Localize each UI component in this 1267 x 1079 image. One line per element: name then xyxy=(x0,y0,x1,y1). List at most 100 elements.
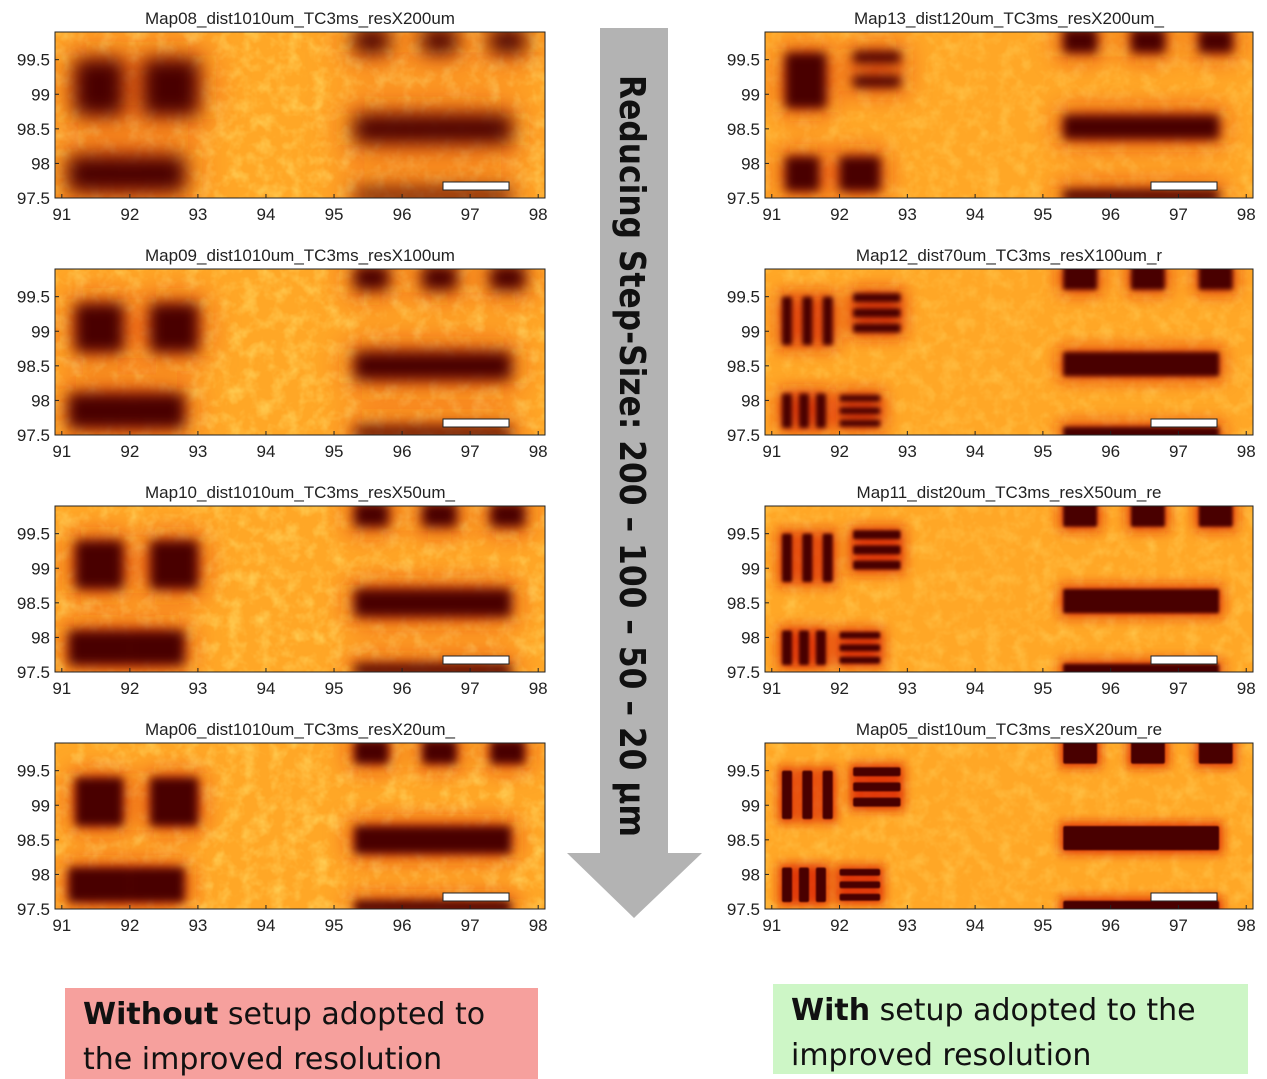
feature xyxy=(75,304,123,352)
y-tick-label: 98 xyxy=(31,391,50,410)
plot-area xyxy=(765,25,1253,206)
feature xyxy=(354,190,511,202)
plot-area xyxy=(765,736,1253,917)
heatmap-panel: Map09_dist1010um_TC3ms_resX100um91929394… xyxy=(17,246,548,461)
y-tick-label: 99 xyxy=(741,796,760,815)
feature xyxy=(1063,826,1219,850)
x-tick-label: 98 xyxy=(529,916,548,935)
y-tick-label: 97.5 xyxy=(17,900,50,919)
feature xyxy=(354,901,511,913)
y-tick-label: 99.5 xyxy=(727,288,760,307)
x-tick-label: 93 xyxy=(188,916,207,935)
scale-bar xyxy=(1151,656,1217,664)
x-tick-label: 95 xyxy=(325,442,344,461)
y-tick-label: 98.5 xyxy=(17,357,50,376)
x-tick-label: 93 xyxy=(188,205,207,224)
y-tick-label: 98 xyxy=(31,865,50,884)
feature xyxy=(1063,427,1219,439)
x-tick-label: 97 xyxy=(461,442,480,461)
heatmap-panel: Map11_dist20um_TC3ms_resX50um_re91929394… xyxy=(727,483,1256,698)
y-tick-label: 99.5 xyxy=(727,51,760,70)
feature xyxy=(1063,664,1219,676)
y-tick-label: 98 xyxy=(741,865,760,884)
feature xyxy=(840,407,881,414)
heatmap-panel: Map06_dist1010um_TC3ms_resX20um_91929394… xyxy=(17,720,548,935)
x-tick-label: 91 xyxy=(52,916,71,935)
x-tick-label: 93 xyxy=(898,442,917,461)
scale-bar xyxy=(443,893,509,901)
feature xyxy=(799,394,809,429)
feature xyxy=(354,427,511,439)
feature xyxy=(823,771,833,819)
scale-bar xyxy=(443,182,509,190)
heatmap-panel: Map10_dist1010um_TC3ms_resX50um_91929394… xyxy=(17,483,548,698)
y-tick-label: 99.5 xyxy=(17,51,50,70)
x-tick-label: 96 xyxy=(393,679,412,698)
feature xyxy=(840,632,881,639)
y-tick-label: 98.5 xyxy=(17,120,50,139)
feature xyxy=(816,631,826,666)
feature xyxy=(130,868,184,903)
caption-text: improved resolution xyxy=(791,1038,1091,1073)
x-tick-label: 91 xyxy=(762,205,781,224)
y-tick-label: 98 xyxy=(741,628,760,647)
y-tick-label: 98.5 xyxy=(17,831,50,850)
plot-area xyxy=(765,499,1253,680)
feature xyxy=(1063,901,1219,913)
heatmap-panel: Map05_dist10um_TC3ms_resX20um_re91929394… xyxy=(727,720,1256,935)
feature xyxy=(853,530,900,539)
x-tick-label: 91 xyxy=(52,442,71,461)
x-tick-label: 95 xyxy=(325,916,344,935)
x-tick-label: 96 xyxy=(1101,442,1120,461)
y-tick-label: 97.5 xyxy=(17,663,50,682)
caption-text: setup adopted to xyxy=(218,997,485,1032)
feature xyxy=(1063,115,1219,139)
y-tick-label: 99 xyxy=(741,559,760,578)
x-tick-label: 94 xyxy=(966,205,985,224)
x-tick-label: 98 xyxy=(1237,442,1256,461)
plot-area xyxy=(55,499,545,680)
y-tick-label: 98.5 xyxy=(727,594,760,613)
x-tick-label: 92 xyxy=(830,205,849,224)
x-tick-label: 94 xyxy=(257,679,276,698)
y-tick-label: 98 xyxy=(31,154,50,173)
feature xyxy=(802,534,812,582)
caption-bold: With xyxy=(791,993,870,1028)
x-tick-label: 91 xyxy=(52,205,71,224)
x-tick-label: 92 xyxy=(120,205,139,224)
feature xyxy=(1063,589,1219,613)
x-tick-label: 96 xyxy=(393,916,412,935)
feature xyxy=(130,394,184,429)
feature xyxy=(69,631,130,666)
panel-title: Map05_dist10um_TC3ms_resX20um_re xyxy=(856,720,1162,739)
feature xyxy=(782,868,792,903)
x-tick-label: 94 xyxy=(257,205,276,224)
x-tick-label: 94 xyxy=(257,442,276,461)
panel-title: Map13_dist120um_TC3ms_resX200um_ xyxy=(854,9,1164,28)
feature xyxy=(802,771,812,819)
x-tick-label: 92 xyxy=(830,442,849,461)
feature xyxy=(150,304,198,352)
feature xyxy=(75,60,123,115)
scale-bar xyxy=(443,656,509,664)
y-tick-label: 99 xyxy=(31,85,50,104)
y-tick-label: 99.5 xyxy=(727,762,760,781)
feature xyxy=(840,881,881,888)
feature xyxy=(840,644,881,651)
x-tick-label: 97 xyxy=(461,679,480,698)
feature xyxy=(823,534,833,582)
feature xyxy=(799,631,809,666)
feature xyxy=(799,868,809,903)
figure: Reducing Step-Size: 200 – 100 – 50 – 20 … xyxy=(0,0,1267,1079)
y-tick-label: 97.5 xyxy=(17,189,50,208)
feature xyxy=(354,664,511,676)
caption-bold: Without xyxy=(83,997,218,1032)
feature xyxy=(782,631,792,666)
x-tick-label: 96 xyxy=(1101,205,1120,224)
y-tick-label: 97.5 xyxy=(727,900,760,919)
y-tick-label: 97.5 xyxy=(727,189,760,208)
feature xyxy=(823,297,833,345)
y-tick-label: 99 xyxy=(741,322,760,341)
feature xyxy=(1063,190,1219,202)
x-tick-label: 93 xyxy=(898,679,917,698)
